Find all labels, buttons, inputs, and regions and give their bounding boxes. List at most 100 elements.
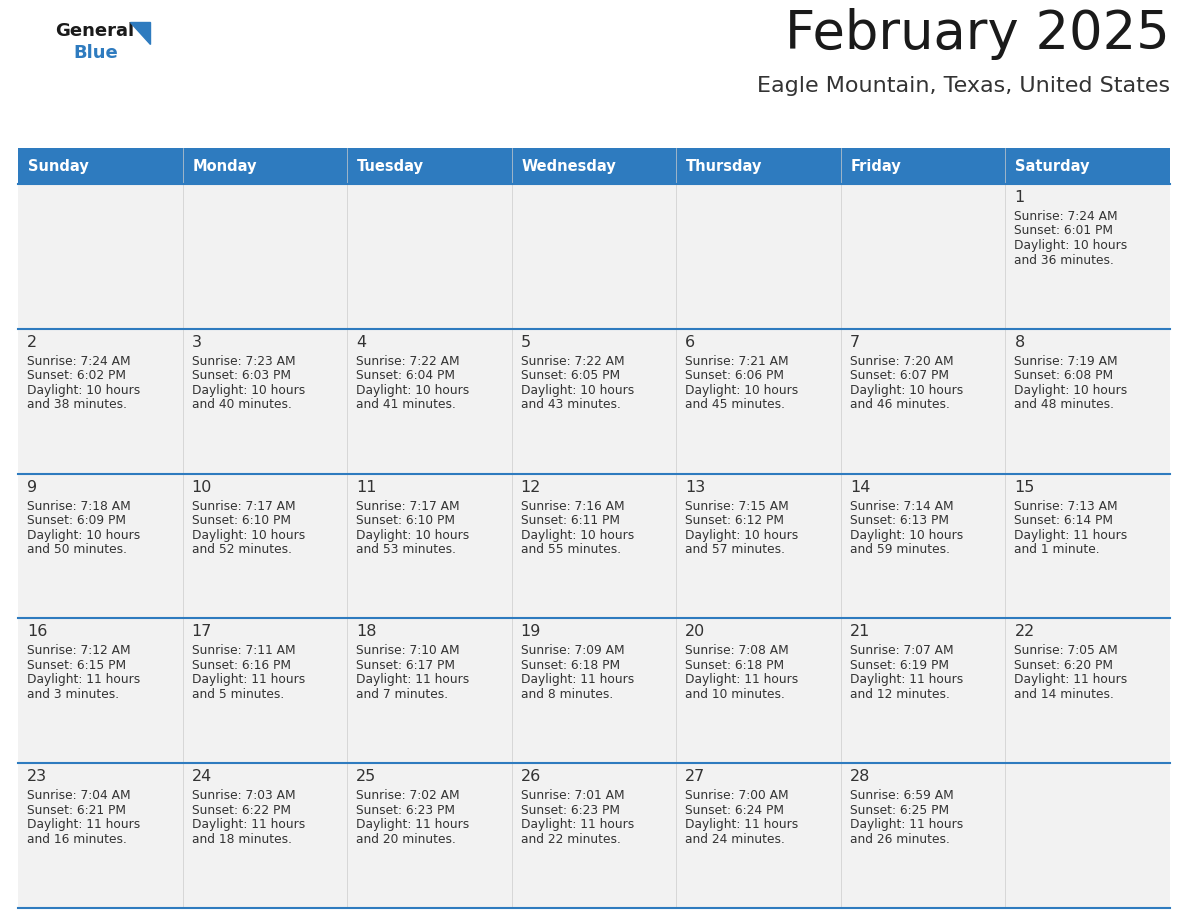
Bar — [18, 474, 183, 619]
Bar — [841, 329, 1005, 474]
Text: and 57 minutes.: and 57 minutes. — [685, 543, 785, 556]
Bar — [347, 184, 512, 329]
Text: and 5 minutes.: and 5 minutes. — [191, 688, 284, 701]
Text: and 16 minutes.: and 16 minutes. — [27, 833, 127, 845]
Text: 28: 28 — [849, 769, 871, 784]
Text: Daylight: 11 hours: Daylight: 11 hours — [685, 818, 798, 831]
Text: 2: 2 — [27, 335, 37, 350]
Text: Daylight: 10 hours: Daylight: 10 hours — [520, 529, 634, 542]
Text: Sunset: 6:23 PM: Sunset: 6:23 PM — [520, 803, 620, 817]
Text: 13: 13 — [685, 479, 706, 495]
Bar — [676, 763, 841, 908]
Bar — [676, 619, 841, 763]
Text: Thursday: Thursday — [687, 159, 763, 174]
Text: Daylight: 10 hours: Daylight: 10 hours — [520, 384, 634, 397]
Text: Daylight: 10 hours: Daylight: 10 hours — [1015, 384, 1127, 397]
Text: Daylight: 11 hours: Daylight: 11 hours — [191, 818, 305, 831]
Text: and 40 minutes.: and 40 minutes. — [191, 398, 291, 411]
Text: and 22 minutes.: and 22 minutes. — [520, 833, 620, 845]
Text: Sunrise: 7:03 AM: Sunrise: 7:03 AM — [191, 789, 295, 802]
Text: Sunset: 6:01 PM: Sunset: 6:01 PM — [1015, 225, 1113, 238]
Bar — [512, 763, 676, 908]
Text: and 24 minutes.: and 24 minutes. — [685, 833, 785, 845]
Text: Sunset: 6:04 PM: Sunset: 6:04 PM — [356, 369, 455, 382]
Text: 24: 24 — [191, 769, 211, 784]
Text: Sunset: 6:09 PM: Sunset: 6:09 PM — [27, 514, 126, 527]
Bar — [841, 184, 1005, 329]
Text: Sunrise: 7:08 AM: Sunrise: 7:08 AM — [685, 644, 789, 657]
Text: Daylight: 11 hours: Daylight: 11 hours — [27, 674, 140, 687]
Bar — [512, 329, 676, 474]
Polygon shape — [129, 22, 150, 44]
Text: Sunrise: 7:13 AM: Sunrise: 7:13 AM — [1015, 499, 1118, 512]
Text: Sunset: 6:15 PM: Sunset: 6:15 PM — [27, 659, 126, 672]
Text: 8: 8 — [1015, 335, 1025, 350]
Text: Sunset: 6:02 PM: Sunset: 6:02 PM — [27, 369, 126, 382]
Text: Daylight: 10 hours: Daylight: 10 hours — [191, 529, 305, 542]
Text: Eagle Mountain, Texas, United States: Eagle Mountain, Texas, United States — [757, 76, 1170, 96]
Text: and 45 minutes.: and 45 minutes. — [685, 398, 785, 411]
Text: Sunset: 6:05 PM: Sunset: 6:05 PM — [520, 369, 620, 382]
Text: 3: 3 — [191, 335, 202, 350]
Text: and 1 minute.: and 1 minute. — [1015, 543, 1100, 556]
Text: Sunset: 6:13 PM: Sunset: 6:13 PM — [849, 514, 949, 527]
Text: and 43 minutes.: and 43 minutes. — [520, 398, 620, 411]
Text: Daylight: 11 hours: Daylight: 11 hours — [1015, 674, 1127, 687]
Text: and 50 minutes.: and 50 minutes. — [27, 543, 127, 556]
Text: Sunrise: 7:20 AM: Sunrise: 7:20 AM — [849, 354, 954, 368]
Text: Sunset: 6:25 PM: Sunset: 6:25 PM — [849, 803, 949, 817]
Text: Sunset: 6:12 PM: Sunset: 6:12 PM — [685, 514, 784, 527]
Text: Sunrise: 7:04 AM: Sunrise: 7:04 AM — [27, 789, 131, 802]
Text: Sunset: 6:20 PM: Sunset: 6:20 PM — [1015, 659, 1113, 672]
Text: Daylight: 11 hours: Daylight: 11 hours — [849, 674, 963, 687]
Bar — [347, 329, 512, 474]
Text: 1: 1 — [1015, 190, 1025, 205]
Text: Sunrise: 7:05 AM: Sunrise: 7:05 AM — [1015, 644, 1118, 657]
Text: Daylight: 10 hours: Daylight: 10 hours — [356, 384, 469, 397]
Bar — [676, 329, 841, 474]
Text: Daylight: 10 hours: Daylight: 10 hours — [849, 529, 963, 542]
Text: Daylight: 11 hours: Daylight: 11 hours — [1015, 529, 1127, 542]
Text: Daylight: 11 hours: Daylight: 11 hours — [849, 818, 963, 831]
Bar — [18, 148, 1170, 184]
Text: Sunrise: 7:21 AM: Sunrise: 7:21 AM — [685, 354, 789, 368]
Text: and 14 minutes.: and 14 minutes. — [1015, 688, 1114, 701]
Text: 22: 22 — [1015, 624, 1035, 640]
Text: Sunrise: 7:24 AM: Sunrise: 7:24 AM — [1015, 210, 1118, 223]
Text: Saturday: Saturday — [1016, 159, 1089, 174]
Text: and 18 minutes.: and 18 minutes. — [191, 833, 291, 845]
Text: Sunrise: 7:22 AM: Sunrise: 7:22 AM — [356, 354, 460, 368]
Text: Sunrise: 7:18 AM: Sunrise: 7:18 AM — [27, 499, 131, 512]
Text: Sunset: 6:24 PM: Sunset: 6:24 PM — [685, 803, 784, 817]
Text: Daylight: 10 hours: Daylight: 10 hours — [27, 529, 140, 542]
Text: Sunset: 6:03 PM: Sunset: 6:03 PM — [191, 369, 291, 382]
Bar — [1005, 329, 1170, 474]
Text: 21: 21 — [849, 624, 871, 640]
Text: General: General — [55, 22, 134, 40]
Text: Sunrise: 7:22 AM: Sunrise: 7:22 AM — [520, 354, 625, 368]
Text: Sunset: 6:22 PM: Sunset: 6:22 PM — [191, 803, 291, 817]
Text: 11: 11 — [356, 479, 377, 495]
Text: Daylight: 11 hours: Daylight: 11 hours — [27, 818, 140, 831]
Text: Tuesday: Tuesday — [358, 159, 424, 174]
Text: Sunrise: 7:15 AM: Sunrise: 7:15 AM — [685, 499, 789, 512]
Text: 7: 7 — [849, 335, 860, 350]
Text: and 59 minutes.: and 59 minutes. — [849, 543, 950, 556]
Text: and 36 minutes.: and 36 minutes. — [1015, 253, 1114, 266]
Text: Sunrise: 7:00 AM: Sunrise: 7:00 AM — [685, 789, 789, 802]
Text: and 20 minutes.: and 20 minutes. — [356, 833, 456, 845]
Text: Sunset: 6:16 PM: Sunset: 6:16 PM — [191, 659, 291, 672]
Text: Sunset: 6:10 PM: Sunset: 6:10 PM — [191, 514, 291, 527]
Bar — [512, 619, 676, 763]
Text: Daylight: 10 hours: Daylight: 10 hours — [1015, 239, 1127, 252]
Text: Sunrise: 7:19 AM: Sunrise: 7:19 AM — [1015, 354, 1118, 368]
Text: and 53 minutes.: and 53 minutes. — [356, 543, 456, 556]
Text: Daylight: 11 hours: Daylight: 11 hours — [520, 674, 634, 687]
Bar — [18, 763, 183, 908]
Bar — [347, 763, 512, 908]
Text: Daylight: 10 hours: Daylight: 10 hours — [849, 384, 963, 397]
Text: Friday: Friday — [851, 159, 902, 174]
Text: Sunset: 6:19 PM: Sunset: 6:19 PM — [849, 659, 949, 672]
Text: 9: 9 — [27, 479, 37, 495]
Text: Sunset: 6:07 PM: Sunset: 6:07 PM — [849, 369, 949, 382]
